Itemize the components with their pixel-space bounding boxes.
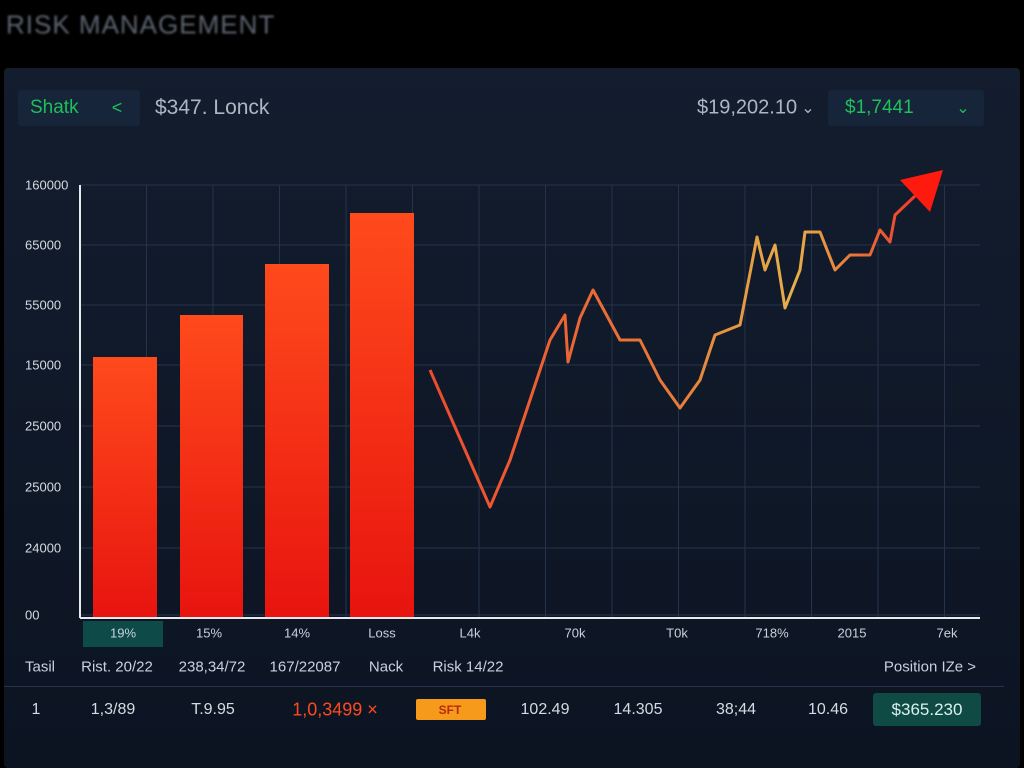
y-tick-label: 65000 bbox=[25, 237, 62, 253]
total-box[interactable] bbox=[873, 693, 981, 726]
ticker: $347. Lonck bbox=[155, 96, 270, 119]
x-tick-label: 19% bbox=[109, 625, 137, 641]
y-tick-label: 160000 bbox=[25, 177, 69, 193]
bar bbox=[265, 264, 329, 617]
trend-arrow bbox=[900, 170, 943, 212]
column-header: Tasil bbox=[24, 658, 56, 676]
cell: 102.49 bbox=[520, 701, 570, 718]
y-tick-label: 55000 bbox=[25, 297, 62, 313]
x-tick-label: 14% bbox=[283, 625, 311, 641]
x-tick-label: 2015 bbox=[837, 625, 867, 641]
cell: 1,3/89 bbox=[90, 701, 136, 718]
y-tick-label: 15000 bbox=[25, 357, 62, 373]
bar bbox=[180, 315, 243, 617]
change-icon[interactable]: ⌄ bbox=[956, 100, 970, 117]
change-box bbox=[828, 90, 984, 126]
column-header: Rist. 20/22 bbox=[81, 658, 153, 676]
y-tick-label: 24000 bbox=[25, 540, 62, 556]
y-tick-label: 00 bbox=[25, 607, 40, 623]
x-tick-label: 718% bbox=[755, 625, 789, 641]
cell: SFT bbox=[438, 703, 462, 717]
row-divider bbox=[4, 686, 1004, 687]
cell: 10.46 bbox=[807, 701, 849, 718]
app-title: RISK MANAGEMENT bbox=[6, 9, 276, 40]
x-tick-label: T0k bbox=[666, 625, 688, 641]
x-tick-label: 7ek bbox=[936, 625, 958, 641]
column-header: Nack bbox=[368, 658, 404, 676]
y-tick-label: 25000 bbox=[25, 479, 62, 495]
cell: 1 bbox=[31, 701, 41, 718]
cell: 14.305 bbox=[613, 701, 663, 718]
change: $1,7441 bbox=[845, 97, 914, 118]
column-header: 167/22087 bbox=[269, 658, 341, 676]
bar bbox=[93, 357, 157, 617]
column-header: 238,34/72 bbox=[178, 658, 246, 676]
cell[interactable]: $365.230 bbox=[891, 700, 963, 719]
cell: 1,0,3499 × bbox=[292, 699, 378, 720]
x-label-highlight bbox=[83, 621, 163, 647]
tag-box bbox=[416, 699, 486, 720]
y-tick-label: 25000 bbox=[25, 418, 62, 434]
tab[interactable]: Shatk bbox=[30, 97, 79, 118]
balance-icon[interactable]: ⌄ bbox=[801, 100, 815, 117]
x-tick-label: 15% bbox=[195, 625, 223, 641]
tab-icon[interactable]: < bbox=[111, 97, 123, 118]
cell: T.9.95 bbox=[191, 701, 235, 718]
bar bbox=[350, 213, 414, 617]
x-tick-label: Loss bbox=[368, 625, 396, 641]
x-tick-label: 70k bbox=[564, 625, 586, 641]
trend-line bbox=[428, 194, 917, 509]
x-tick-label: L4k bbox=[459, 625, 481, 641]
tab-box[interactable] bbox=[18, 90, 140, 126]
position-link[interactable]: Position IZe > bbox=[883, 658, 977, 676]
cell: 38;44 bbox=[715, 701, 757, 718]
balance: $19,202.10 bbox=[697, 96, 798, 119]
column-header: Risk 14/22 bbox=[432, 658, 504, 676]
